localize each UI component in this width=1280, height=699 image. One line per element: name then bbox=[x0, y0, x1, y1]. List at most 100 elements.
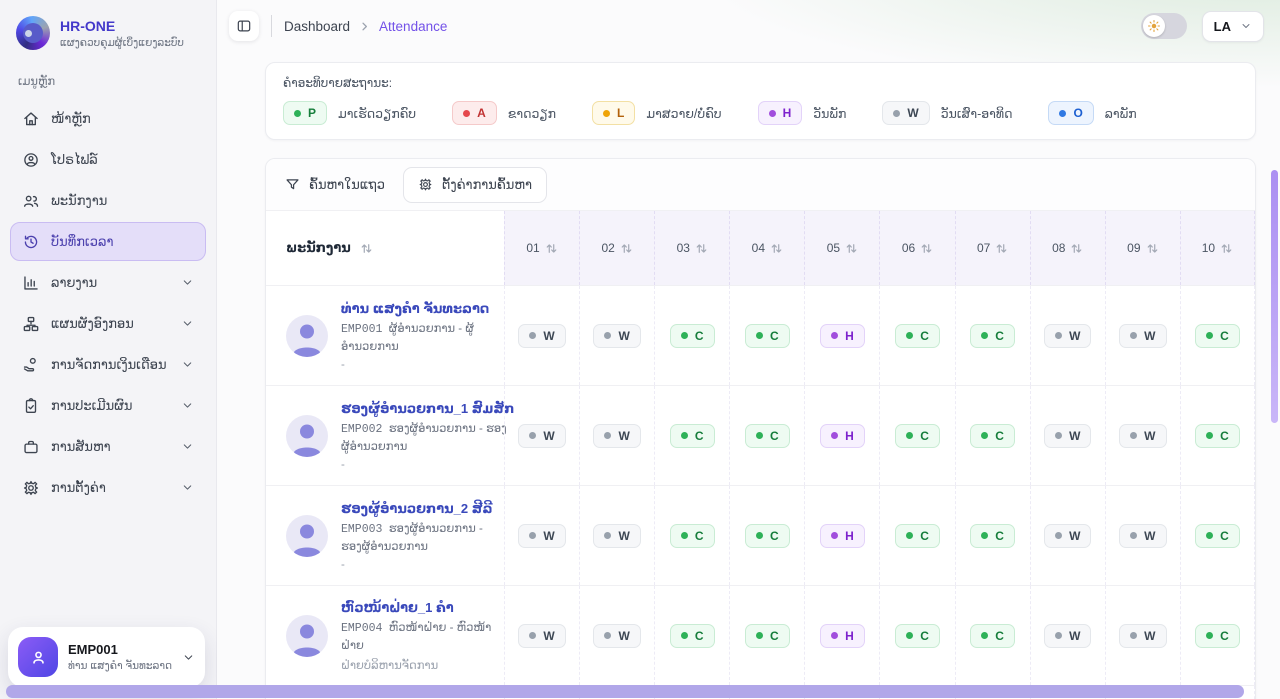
menu-section-label: ເມນູຫຼັກ bbox=[18, 76, 56, 88]
status-code: W bbox=[618, 328, 630, 343]
report-icon bbox=[22, 274, 40, 292]
status-dot bbox=[529, 432, 537, 440]
app-title: HR-ONE bbox=[60, 17, 116, 34]
breadcrumb-attendance[interactable]: Attendance bbox=[379, 18, 448, 34]
theme-toggle[interactable] bbox=[1140, 13, 1187, 39]
status-badge-W: W bbox=[593, 323, 641, 349]
status-badge-W: W bbox=[593, 423, 641, 449]
employee-name-link[interactable]: ທ່ານ ແສງຄຳ ຈັນທະລາດ bbox=[341, 301, 490, 317]
status-badge-W: W bbox=[1044, 423, 1092, 449]
employee-name-link[interactable]: ຮອງຜູ້ອຳນວຍການ_1 ສົມສັກ bbox=[341, 401, 515, 417]
status-badge-C: C bbox=[970, 423, 1015, 449]
day-column-header-01[interactable]: 01 bbox=[504, 211, 580, 286]
status-dot bbox=[604, 632, 612, 640]
employee-name-link[interactable]: ຫົວໜ້າຝ່າຍ_1 ຄຳ bbox=[341, 600, 454, 616]
attendance-cell-EMP003-day09: W bbox=[1104, 486, 1180, 586]
filter-rows-label: ຄົ້ນຫາໃນແຖວ bbox=[309, 176, 385, 192]
status-dot bbox=[603, 109, 611, 117]
sidebar-item-2[interactable]: ໂປຣໄຟລ໌ bbox=[10, 140, 206, 179]
sidebar: HR-ONE ແຜງຄວບຄຸມຜູ້ເບິ່ງແຍງລະບົບ ເມນູຫຼັ… bbox=[0, 0, 217, 699]
horizontal-scrollbar[interactable] bbox=[6, 685, 1244, 698]
status-badge-W: W bbox=[593, 623, 641, 649]
sidebar-item-10[interactable]: ການຕັ້ງຄ່າ bbox=[10, 468, 206, 507]
day-header-label: 09 bbox=[1127, 241, 1141, 256]
attendance-cell-EMP003-day01: W bbox=[504, 486, 579, 586]
sort-icon bbox=[1146, 242, 1159, 255]
legend-item-O: O ລາພັກ bbox=[1048, 101, 1137, 126]
day-header-label: 01 bbox=[526, 241, 540, 256]
attendance-cell-EMP003-day04: C bbox=[729, 486, 804, 586]
sort-icon bbox=[1070, 242, 1083, 255]
sidebar-item-1[interactable]: ໜ້າຫຼັກ bbox=[10, 99, 206, 138]
day-header-label: 04 bbox=[751, 241, 766, 256]
status-badge-W: W bbox=[593, 523, 641, 549]
status-dot bbox=[604, 532, 612, 540]
status-dot bbox=[680, 632, 688, 640]
user-card[interactable]: EMP001 ທ່ານ ແສງຄຳ ຈັນທະລາດ bbox=[8, 627, 205, 687]
sidebar-item-5[interactable]: ລາຍງານ bbox=[10, 263, 206, 302]
status-code: L bbox=[617, 106, 625, 120]
language-select[interactable]: LA bbox=[1201, 10, 1264, 42]
attendance-cell-EMP004-day07: C bbox=[954, 586, 1030, 686]
attendance-cell-EMP001-day01: W bbox=[504, 286, 579, 386]
sidebar-item-7[interactable]: ການຈັດການເງິນເດືອນ bbox=[10, 345, 206, 384]
vertical-scrollbar[interactable] bbox=[1271, 170, 1278, 423]
day-column-header-09[interactable]: 09 bbox=[1104, 211, 1180, 286]
status-dot bbox=[893, 109, 901, 117]
status-badge-C: C bbox=[895, 523, 940, 549]
sidebar-toggle-button[interactable] bbox=[229, 11, 259, 41]
day-column-header-04[interactable]: 04 bbox=[729, 211, 805, 286]
attendance-cell-EMP004-day01: W bbox=[504, 586, 579, 686]
status-badge-W: W bbox=[1119, 323, 1167, 349]
recruitment-icon bbox=[22, 438, 40, 456]
employee-column-header[interactable]: ພະນັກງານ bbox=[266, 211, 504, 285]
filter-rows-button[interactable]: ຄົ້ນຫາໃນແຖວ bbox=[285, 177, 385, 193]
status-code: C bbox=[920, 428, 929, 443]
status-code: W bbox=[618, 628, 630, 643]
day-header-label: 05 bbox=[826, 241, 841, 256]
day-column-header-03[interactable]: 03 bbox=[654, 211, 730, 286]
status-dot bbox=[831, 332, 839, 340]
status-code: H bbox=[845, 628, 854, 643]
status-code: W bbox=[907, 106, 919, 120]
sidebar-item-9[interactable]: ການສັນຫາ bbox=[10, 427, 206, 466]
status-dot bbox=[463, 109, 471, 117]
status-badge-C: C bbox=[745, 523, 790, 549]
chevron-down-icon bbox=[181, 440, 194, 453]
chevron-down-icon bbox=[181, 358, 194, 371]
sidebar-item-8[interactable]: ການປະເມີນຜົນ bbox=[10, 386, 206, 425]
chevron-right-icon bbox=[359, 21, 370, 32]
status-dot bbox=[680, 532, 688, 540]
day-column-header-10[interactable]: 10 bbox=[1179, 211, 1255, 286]
status-badge-C: C bbox=[669, 323, 715, 349]
attendance-cell-EMP004-day03: C bbox=[654, 586, 729, 686]
sort-icon bbox=[845, 242, 858, 255]
day-column-header-05[interactable]: 05 bbox=[804, 211, 880, 286]
sidebar-item-4[interactable]: ບັນທຶກເວລາ bbox=[10, 222, 206, 261]
employee-name-link[interactable]: ຮອງຜູ້ອຳນວຍການ_2 ສີລີ bbox=[341, 501, 493, 517]
attendance-cell-EMP004-day09: W bbox=[1104, 586, 1180, 686]
attendance-cell-EMP004-day10: C bbox=[1179, 586, 1255, 686]
status-code: C bbox=[694, 428, 704, 443]
employee-cell: ຮອງຜູ້ອຳນວຍການ_2 ສີລີ EMP003 ຮອງຜູ້ອຳນວຍກ… bbox=[266, 486, 504, 585]
status-badge-W: W bbox=[1119, 423, 1167, 449]
status-dot bbox=[756, 332, 763, 340]
day-header-label: 06 bbox=[901, 241, 916, 256]
breadcrumb-dashboard[interactable]: Dashboard bbox=[284, 18, 351, 34]
status-code: C bbox=[920, 628, 929, 643]
status-dot bbox=[906, 532, 914, 540]
home-icon bbox=[22, 110, 40, 128]
day-column-header-07[interactable]: 07 bbox=[954, 211, 1030, 286]
status-code: W bbox=[1144, 328, 1156, 343]
sidebar-item-label: ການປະເມີນຜົນ bbox=[51, 397, 133, 413]
chevron-down-icon bbox=[181, 481, 194, 494]
day-column-header-08[interactable]: 08 bbox=[1029, 211, 1105, 286]
day-column-header-06[interactable]: 06 bbox=[879, 211, 955, 286]
day-column-header-02[interactable]: 02 bbox=[579, 211, 655, 286]
sidebar-item-3[interactable]: ພະນັກງານ bbox=[10, 181, 206, 220]
day-header-label: 02 bbox=[601, 241, 615, 256]
status-dot bbox=[981, 632, 989, 640]
sidebar-item-6[interactable]: ແຜນຜັງອົງກອນ bbox=[10, 304, 206, 343]
employee-avatar bbox=[286, 614, 328, 657]
search-settings-button[interactable]: ຕັ້ງຄ່າການຄົ້ນຫາ bbox=[403, 166, 548, 203]
